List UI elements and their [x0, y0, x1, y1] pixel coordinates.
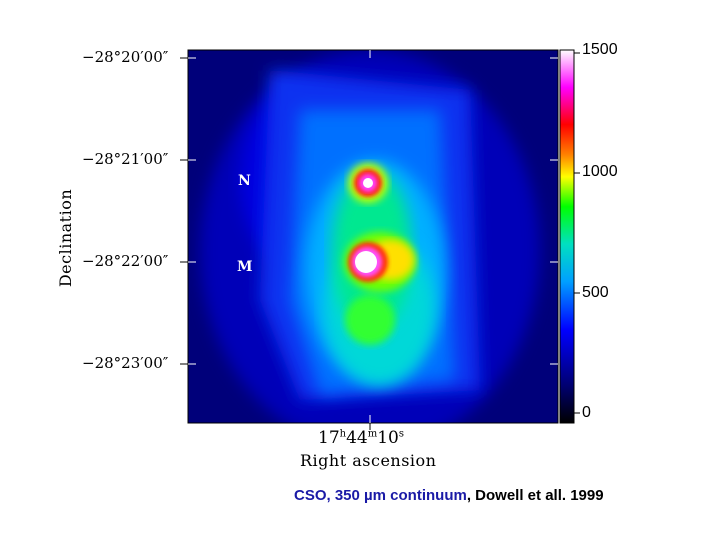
dec-tick-label: −28°23′00″	[82, 354, 169, 372]
intensity-map	[188, 50, 558, 423]
caption-source: CSO, 350 µm continuum	[294, 487, 467, 504]
map-frame	[187, 49, 559, 424]
x-axis-label: Right ascension	[300, 451, 437, 470]
colorbar	[559, 49, 575, 424]
marker-m: M	[237, 259, 253, 275]
colorbar-ticks	[574, 52, 580, 414]
colorbar-label: 1500	[582, 41, 618, 58]
axis-minor-ticks	[180, 57, 371, 430]
dec-tick-label: −28°21′00″	[82, 150, 169, 168]
colorbar-label: 0	[582, 404, 591, 421]
caption-reference: , Dowell et all. 1999	[466, 487, 604, 504]
colorbar-label: 500	[582, 284, 609, 301]
dec-tick-label: −28°20′00″	[82, 48, 169, 66]
colorbar-label: 1000	[582, 163, 618, 180]
dec-tick-label: −28°22′00″	[82, 252, 169, 270]
marker-n: N	[238, 173, 251, 189]
y-axis-label: Declination	[56, 188, 75, 288]
map-ticks	[188, 50, 558, 423]
ra-tick-label: 17h44m10s	[318, 428, 404, 448]
caption: CSO, 350 µm continuum, Dowell et all. 19…	[294, 487, 604, 504]
